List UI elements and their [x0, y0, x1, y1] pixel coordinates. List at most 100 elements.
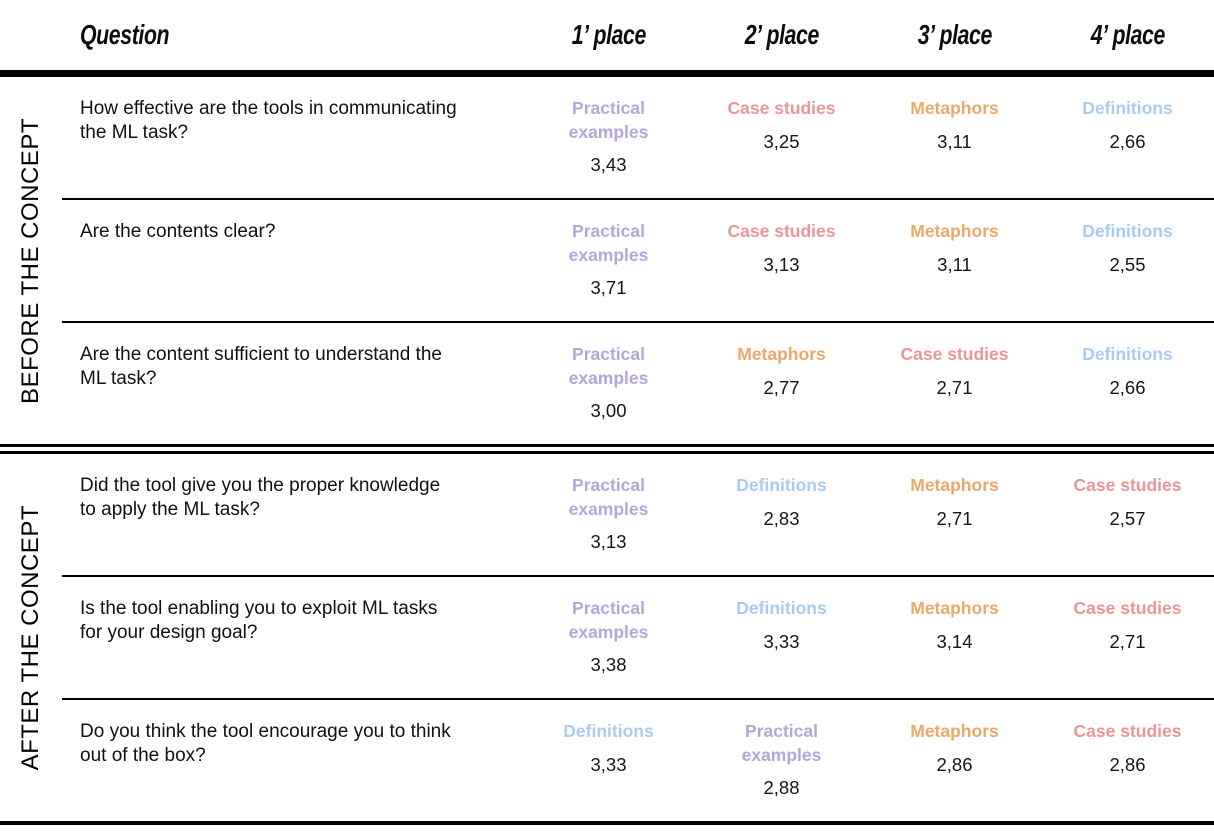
place-4-header: 4’ place — [1090, 19, 1165, 50]
score-value: 2,66 — [1109, 376, 1146, 398]
score-value: 2,77 — [763, 376, 800, 398]
rank-cell: Definitions 2,83 — [695, 454, 868, 575]
question-text: Do you think the tool encourage you to t… — [80, 721, 451, 766]
score-value: 3,33 — [590, 753, 627, 775]
question-text: Is the tool enabling you to exploit ML t… — [80, 598, 438, 643]
rank-cell: Case studies 3,25 — [695, 77, 868, 198]
tool-name-label: Metaphors — [910, 598, 999, 618]
tool-name-label: Definitions — [1082, 344, 1173, 364]
section-after-the-concept: AFTER THE CONCEPT Did the tool give you t… — [0, 454, 1214, 821]
tool-name-label: Metaphors — [910, 721, 999, 741]
score-value: 2,71 — [936, 376, 973, 398]
question-text: Are the contents clear? — [80, 221, 276, 242]
rank-cell: Definitions 3,33 — [522, 700, 695, 821]
tool-name-label: Metaphors — [737, 344, 826, 364]
table-row: Do you think the tool encourage you to t… — [62, 700, 1214, 821]
table-row: Did the tool give you the proper knowled… — [62, 454, 1214, 577]
question-text: Are the content sufficient to understand… — [80, 344, 442, 389]
rank-cell: Metaphors 2,77 — [695, 323, 868, 444]
question-cell: Is the tool enabling you to exploit ML t… — [62, 577, 522, 698]
rank-cell: Metaphors 2,71 — [868, 454, 1041, 575]
question-header-label: Question — [80, 19, 170, 50]
rank-cell: Practical examples 3,71 — [522, 200, 695, 321]
section-label: BEFORE THE CONCEPT — [0, 77, 62, 444]
score-value: 2,55 — [1109, 253, 1146, 275]
score-value: 3,38 — [590, 654, 627, 676]
section-rows: How effective are the tools in communica… — [62, 77, 1214, 444]
section-label-text: AFTER THE CONCEPT — [17, 504, 44, 771]
score-value: 3,33 — [763, 630, 800, 652]
tool-name-label: Metaphors — [910, 221, 999, 241]
tool-name-label: Metaphors — [910, 475, 999, 495]
question-text: Did the tool give you the proper knowled… — [80, 475, 441, 520]
question-cell: Did the tool give you the proper knowled… — [62, 454, 522, 575]
tool-name-label: Practical examples — [568, 221, 649, 265]
tool-name-label: Definitions — [563, 721, 654, 741]
tool-name-label: Case studies — [1073, 721, 1182, 741]
question-cell: Are the contents clear? — [62, 200, 522, 321]
table-header-row: Question 1’ place 2’ place 3’ place 4’ p… — [0, 0, 1214, 77]
question-cell: Are the content sufficient to understand… — [62, 323, 522, 444]
score-value: 3,43 — [590, 154, 627, 176]
tool-name-label: Metaphors — [910, 98, 999, 118]
rank-cell: Metaphors 3,11 — [868, 77, 1041, 198]
question-cell: Do you think the tool encourage you to t… — [62, 700, 522, 821]
tool-name-label: Case studies — [1073, 598, 1182, 618]
score-value: 3,11 — [937, 130, 972, 152]
question-cell: How effective are the tools in communica… — [62, 77, 522, 198]
question-text: How effective are the tools in communica… — [80, 98, 457, 143]
rank-cell: Case studies 2,71 — [1041, 577, 1214, 698]
score-value: 2,71 — [1109, 630, 1146, 652]
rank-cell: Metaphors 3,11 — [868, 200, 1041, 321]
question-column-header: Question — [62, 19, 522, 51]
rank-cell: Definitions 2,66 — [1041, 323, 1214, 444]
tool-name-label: Practical examples — [568, 475, 649, 519]
score-value: 3,13 — [590, 531, 627, 553]
tool-name-label: Case studies — [900, 344, 1009, 364]
tool-name-label: Practical examples — [568, 598, 649, 642]
rank-cell: Definitions 2,66 — [1041, 77, 1214, 198]
rank-cell: Metaphors 2,86 — [868, 700, 1041, 821]
tool-name-label: Practical examples — [568, 344, 649, 388]
score-value: 2,86 — [1109, 753, 1146, 775]
score-value: 3,71 — [590, 277, 627, 299]
section-divider — [0, 444, 1214, 454]
rank-cell: Definitions 2,55 — [1041, 200, 1214, 321]
rank-cell: Case studies 2,71 — [868, 323, 1041, 444]
tool-name-label: Case studies — [1073, 475, 1182, 495]
tool-name-label: Case studies — [727, 98, 836, 118]
rank-cell: Practical examples 3,43 — [522, 77, 695, 198]
tool-name-label: Definitions — [736, 475, 827, 495]
section-before-the-concept: BEFORE THE CONCEPT How effective are the … — [0, 77, 1214, 444]
tool-name-label: Practical examples — [568, 98, 649, 142]
score-value: 3,25 — [763, 130, 800, 152]
rank-cell: Definitions 3,33 — [695, 577, 868, 698]
rank-cell: Case studies 2,86 — [1041, 700, 1214, 821]
table-bottom-rule — [0, 821, 1214, 825]
score-value: 3,11 — [937, 253, 972, 275]
score-value: 3,00 — [590, 400, 627, 422]
table-body: BEFORE THE CONCEPT How effective are the … — [0, 77, 1214, 821]
score-value: 2,83 — [763, 507, 800, 529]
score-value: 3,14 — [936, 630, 973, 652]
rank-cell: Practical examples 2,88 — [695, 700, 868, 821]
tool-name-label: Practical examples — [741, 721, 822, 765]
score-value: 2,66 — [1109, 130, 1146, 152]
score-value: 2,71 — [936, 507, 973, 529]
score-value: 3,13 — [763, 253, 800, 275]
table-row: Are the content sufficient to understand… — [62, 323, 1214, 444]
tool-name-label: Case studies — [727, 221, 836, 241]
rank-cell: Practical examples 3,13 — [522, 454, 695, 575]
rank-cell: Case studies 2,57 — [1041, 454, 1214, 575]
rank-cell: Practical examples 3,38 — [522, 577, 695, 698]
rank-cell: Metaphors 3,14 — [868, 577, 1041, 698]
place-2-header: 2’ place — [744, 19, 819, 50]
section-label-text: BEFORE THE CONCEPT — [17, 117, 44, 404]
rank-cell: Case studies 3,13 — [695, 200, 868, 321]
tool-name-label: Definitions — [1082, 221, 1173, 241]
score-value: 2,86 — [936, 753, 973, 775]
place-3-header: 3’ place — [917, 19, 992, 50]
table-row: Is the tool enabling you to exploit ML t… — [62, 577, 1214, 700]
rank-cell: Practical examples 3,00 — [522, 323, 695, 444]
